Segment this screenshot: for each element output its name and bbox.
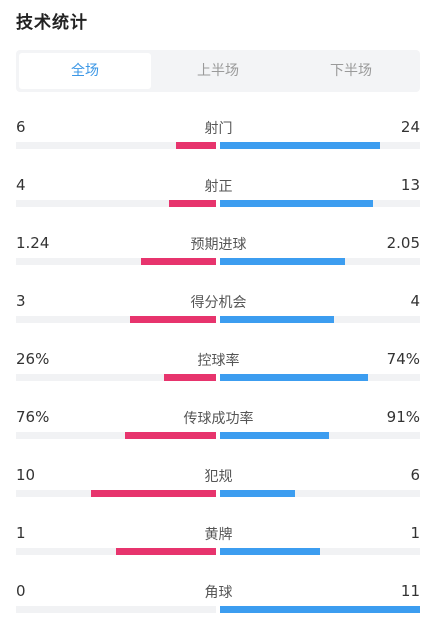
away-bar — [220, 258, 345, 265]
stat-label: 角球 — [204, 585, 233, 601]
home-bar — [169, 200, 216, 207]
away-bar — [220, 432, 329, 439]
home-bar — [91, 490, 216, 497]
home-bar — [116, 548, 216, 555]
away-bar — [220, 316, 335, 323]
page-title: 技术统计 — [16, 13, 88, 33]
home-value: 0 — [16, 582, 26, 600]
stat-row-shots-on-target: 4 射正 13 — [0, 176, 437, 216]
home-value: 6 — [16, 118, 26, 136]
away-bar-track — [220, 548, 420, 555]
away-bar — [220, 374, 368, 381]
home-value: 4 — [16, 176, 26, 194]
home-bar-track — [16, 606, 216, 613]
away-bar — [220, 490, 295, 497]
period-tabs: 全场 上半场 下半场 — [16, 50, 420, 92]
away-bar-track — [220, 142, 420, 149]
stat-label: 得分机会 — [190, 295, 247, 311]
stat-row-pass-accuracy: 76% 传球成功率 91% — [0, 408, 437, 448]
stat-label: 犯规 — [204, 469, 233, 485]
home-bar-track — [16, 374, 216, 381]
stat-row-fouls: 10 犯规 6 — [0, 466, 437, 506]
away-bar-track — [220, 374, 420, 381]
away-value: 1 — [410, 524, 420, 542]
tab-second-half[interactable]: 下半场 — [330, 63, 372, 79]
home-bar — [130, 316, 216, 323]
away-bar — [220, 200, 373, 207]
stat-label: 射门 — [204, 121, 233, 137]
home-value: 1 — [16, 524, 26, 542]
away-bar — [220, 548, 320, 555]
stat-row-corners: 0 角球 11 — [0, 582, 437, 622]
home-bar-track — [16, 200, 216, 207]
tab-first-half[interactable]: 上半场 — [197, 63, 239, 79]
away-bar-track — [220, 200, 420, 207]
away-bar — [220, 606, 420, 613]
home-bar-track — [16, 490, 216, 497]
home-value: 76% — [16, 408, 50, 426]
home-bar-track — [16, 142, 216, 149]
stat-row-yellow-cards: 1 黄牌 1 — [0, 524, 437, 564]
tab-full-match[interactable]: 全场 — [19, 53, 151, 89]
home-bar — [140, 258, 216, 265]
away-bar-track — [220, 432, 420, 439]
stat-row-big-chances: 3 得分机会 4 — [0, 292, 437, 332]
home-bar — [176, 142, 216, 149]
stat-label: 传球成功率 — [183, 411, 254, 427]
away-value: 24 — [400, 118, 420, 136]
away-value: 11 — [400, 582, 420, 600]
stat-label: 射正 — [204, 179, 233, 195]
home-bar — [164, 374, 216, 381]
home-bar-track — [16, 316, 216, 323]
away-value: 6 — [410, 466, 420, 484]
home-value: 1.24 — [16, 234, 50, 252]
away-bar — [220, 142, 380, 149]
home-bar-track — [16, 432, 216, 439]
home-value: 10 — [16, 466, 36, 484]
stat-label: 黄牌 — [204, 527, 233, 543]
home-value: 3 — [16, 292, 26, 310]
away-bar-track — [220, 606, 420, 613]
stat-label: 控球率 — [197, 353, 240, 369]
stat-row-shots: 6 射门 24 — [0, 118, 437, 158]
stat-label: 预期进球 — [190, 237, 247, 253]
away-value: 4 — [410, 292, 420, 310]
stat-row-possession: 26% 控球率 74% — [0, 350, 437, 390]
home-value: 26% — [16, 350, 50, 368]
stat-row-expected-goals: 1.24 预期进球 2.05 — [0, 234, 437, 274]
away-bar-track — [220, 316, 420, 323]
away-bar-track — [220, 258, 420, 265]
home-bar-track — [16, 258, 216, 265]
away-value: 91% — [386, 408, 420, 426]
away-value: 13 — [400, 176, 420, 194]
away-value: 74% — [386, 350, 420, 368]
away-bar-track — [220, 490, 420, 497]
away-value: 2.05 — [386, 234, 420, 252]
home-bar — [125, 432, 216, 439]
home-bar-track — [16, 548, 216, 555]
